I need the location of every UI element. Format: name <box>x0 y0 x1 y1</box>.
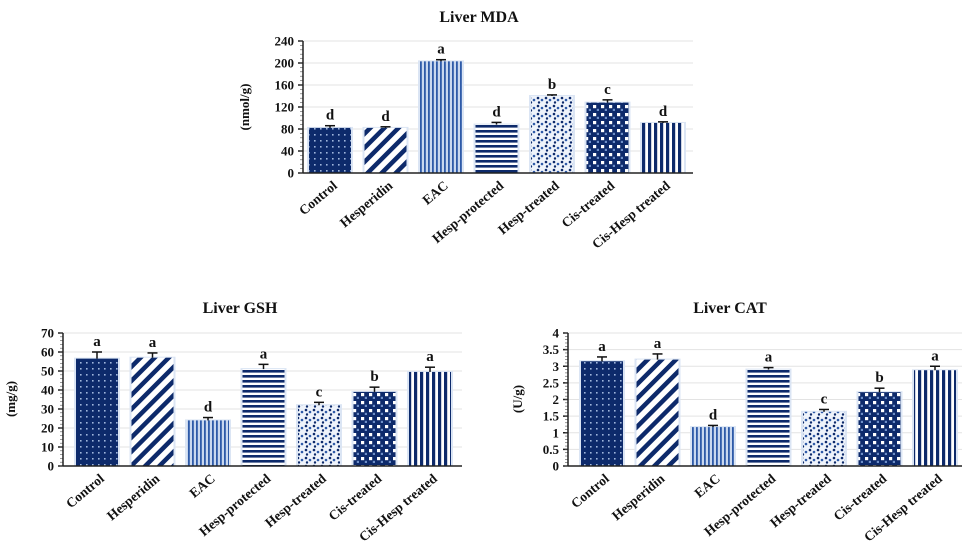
bar-eac <box>692 427 734 466</box>
chart-liver-gsh: Liver GSH (mg/g) a a d a c b a 0 10 20 30 40 50 60 70… <box>3 300 462 545</box>
x-tick-label: Hesp-treated <box>767 470 834 530</box>
y-axis-label: (mg/g) <box>3 381 18 417</box>
significance-label: a <box>426 349 434 365</box>
y-tick-label: 0 <box>553 459 560 474</box>
y-tick-label: 40 <box>281 144 294 159</box>
y-tick-label: 60 <box>41 345 54 360</box>
significance-label: a <box>598 339 606 355</box>
bar-hesp-protected <box>242 369 285 466</box>
y-tick-label: 0.5 <box>543 442 560 457</box>
bar-hesperidin <box>131 357 174 466</box>
significance-label: b <box>875 370 883 386</box>
bar-cis-treated <box>353 391 396 466</box>
significance-label: d <box>659 104 668 120</box>
y-axis-label: (U/g) <box>510 385 525 413</box>
significance-label: a <box>149 335 157 351</box>
chart-title: Liver MDA <box>439 9 519 26</box>
significance-label: a <box>931 348 939 364</box>
y-tick-label: 240 <box>275 34 295 49</box>
y-tick-label: 50 <box>41 364 54 379</box>
chart-liver-cat: Liver CAT (U/g) a a d a c b a 0 0.5 11.5 2 2.53 3.5… <box>510 300 962 545</box>
bar-control <box>76 358 118 466</box>
bar-cis-hesp-treated <box>914 370 956 466</box>
y-tick-label: 1.5 <box>543 409 560 424</box>
y-tick-label: 10 <box>41 440 54 455</box>
significance-label: a <box>93 334 101 350</box>
bar-hesp-treated <box>803 411 845 466</box>
bar-hesperidin <box>364 127 407 173</box>
y-tick-label: 200 <box>275 56 295 71</box>
y-tick-label: 70 <box>41 326 54 341</box>
significance-label: d <box>709 407 718 423</box>
bar-hesp-treated <box>531 96 573 173</box>
significance-label: a <box>437 42 445 58</box>
x-tick-label: Hesperidin <box>104 470 163 523</box>
bar-hesperidin <box>636 359 679 466</box>
bar-hesp-treated <box>298 405 340 466</box>
significance-label: d <box>492 104 501 120</box>
x-tick-label: EAC <box>691 471 722 501</box>
x-tick-label: Control <box>296 178 340 218</box>
bar-eac <box>187 420 229 466</box>
y-tick-label: 3 <box>553 359 560 374</box>
significance-label: d <box>326 108 335 124</box>
y-tick-label: 120 <box>275 100 295 115</box>
x-tick-label: Hesperidin <box>337 177 396 230</box>
bar-hesp-protected <box>475 124 518 173</box>
bar-cis-treated <box>858 392 901 466</box>
y-tick-label: 2.5 <box>543 375 560 390</box>
x-tick-label: EAC <box>186 471 217 501</box>
y-tick-label: 30 <box>41 402 54 417</box>
x-tick-label: Hesperidin <box>609 470 668 523</box>
y-tick-label: 3.5 <box>543 342 560 357</box>
x-tick-label: Hesp-treated <box>262 470 329 530</box>
significance-label: a <box>765 350 773 366</box>
x-tick-label: Control <box>63 471 107 511</box>
y-tick-label: 20 <box>41 421 54 436</box>
significance-label: a <box>654 336 662 352</box>
chart-title: Liver CAT <box>693 300 767 317</box>
significance-label: c <box>316 384 323 400</box>
bar-control <box>309 127 351 173</box>
y-tick-label: 1 <box>553 425 560 440</box>
bar-hesp-protected <box>747 369 790 466</box>
x-tick-label: EAC <box>419 178 450 208</box>
bar-cis-hesp-treated <box>642 122 684 173</box>
chart-title: Liver GSH <box>203 300 278 317</box>
significance-label: a <box>260 346 268 362</box>
significance-label: b <box>548 77 556 93</box>
y-tick-label: 0 <box>288 166 295 181</box>
y-tick-label: 80 <box>281 122 294 137</box>
x-tick-label: Hesp-treated <box>495 177 562 237</box>
y-tick-label: 40 <box>41 383 54 398</box>
y-tick-label: 4 <box>553 326 560 341</box>
bar-cis-hesp-treated <box>409 371 451 466</box>
significance-label: d <box>204 400 213 416</box>
bar-control <box>581 361 623 466</box>
significance-label: c <box>604 82 611 98</box>
significance-label: b <box>370 369 378 385</box>
y-tick-label: 0 <box>48 459 55 474</box>
bar-cis-treated <box>586 102 629 173</box>
bar-eac <box>420 61 462 173</box>
y-tick-label: 2 <box>553 392 560 407</box>
significance-label: d <box>381 109 390 125</box>
x-tick-label: Control <box>568 471 612 511</box>
chart-liver-mda: Liver MDA (nmol/g) d d a d b c d 0 40 80 120 160 20… <box>237 9 693 252</box>
y-axis-label: (nmol/g) <box>237 84 252 131</box>
significance-label: c <box>821 391 828 407</box>
y-tick-label: 160 <box>275 78 295 93</box>
